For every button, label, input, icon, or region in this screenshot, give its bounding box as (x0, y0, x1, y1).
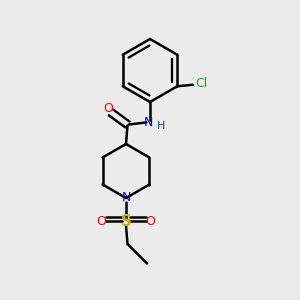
Text: N: N (144, 116, 153, 129)
Text: N: N (121, 191, 131, 205)
Text: O: O (97, 215, 106, 228)
Text: O: O (146, 215, 155, 228)
Text: O: O (104, 102, 113, 116)
Text: S: S (121, 214, 131, 229)
Text: H: H (157, 121, 166, 131)
Text: Cl: Cl (195, 77, 207, 90)
